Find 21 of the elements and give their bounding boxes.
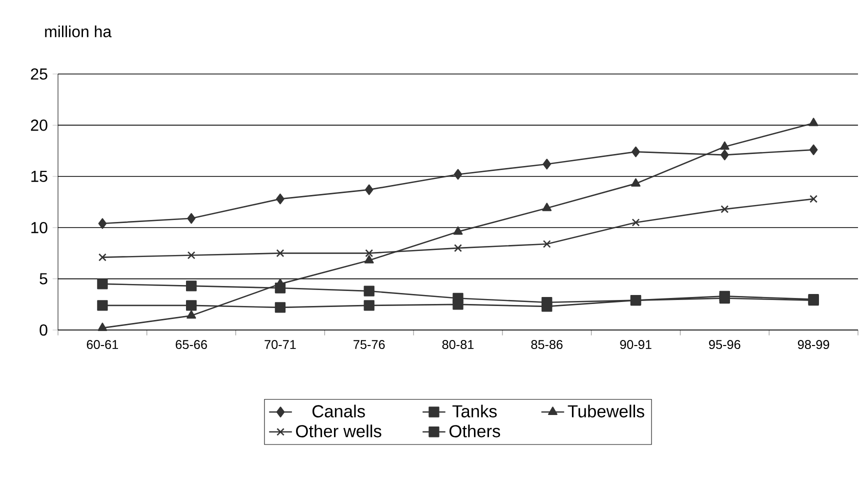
legend-label: Canals: [312, 404, 365, 418]
y-axis-title: million ha: [45, 26, 112, 38]
x-tick-label: 90-91: [620, 340, 652, 350]
y-tick-label: 15: [31, 170, 48, 182]
x-tick-label: 60-61: [86, 340, 118, 350]
legend-label: Tubewells: [568, 404, 644, 418]
y-tick-label: 20: [30, 120, 48, 131]
x-tick-label: 65-66: [176, 340, 207, 350]
y-tick-label: 0: [40, 324, 48, 336]
y-tick-label: 5: [40, 273, 48, 284]
x-tick-label: 85-86: [531, 340, 563, 350]
y-tick-label: 10: [31, 222, 48, 234]
legend-label: Others: [450, 424, 500, 438]
x-tick-label: 75-76: [354, 340, 385, 350]
x-tick-label: 95-96: [709, 340, 740, 350]
x-tick-label: 98-99: [798, 340, 830, 350]
legend-label: Tanks: [452, 404, 497, 418]
x-tick-label: 70-71: [264, 340, 296, 350]
y-tick-label: 25: [30, 68, 48, 80]
legend-label: Other wells: [296, 424, 382, 438]
x-tick-label: 80-81: [442, 340, 474, 350]
